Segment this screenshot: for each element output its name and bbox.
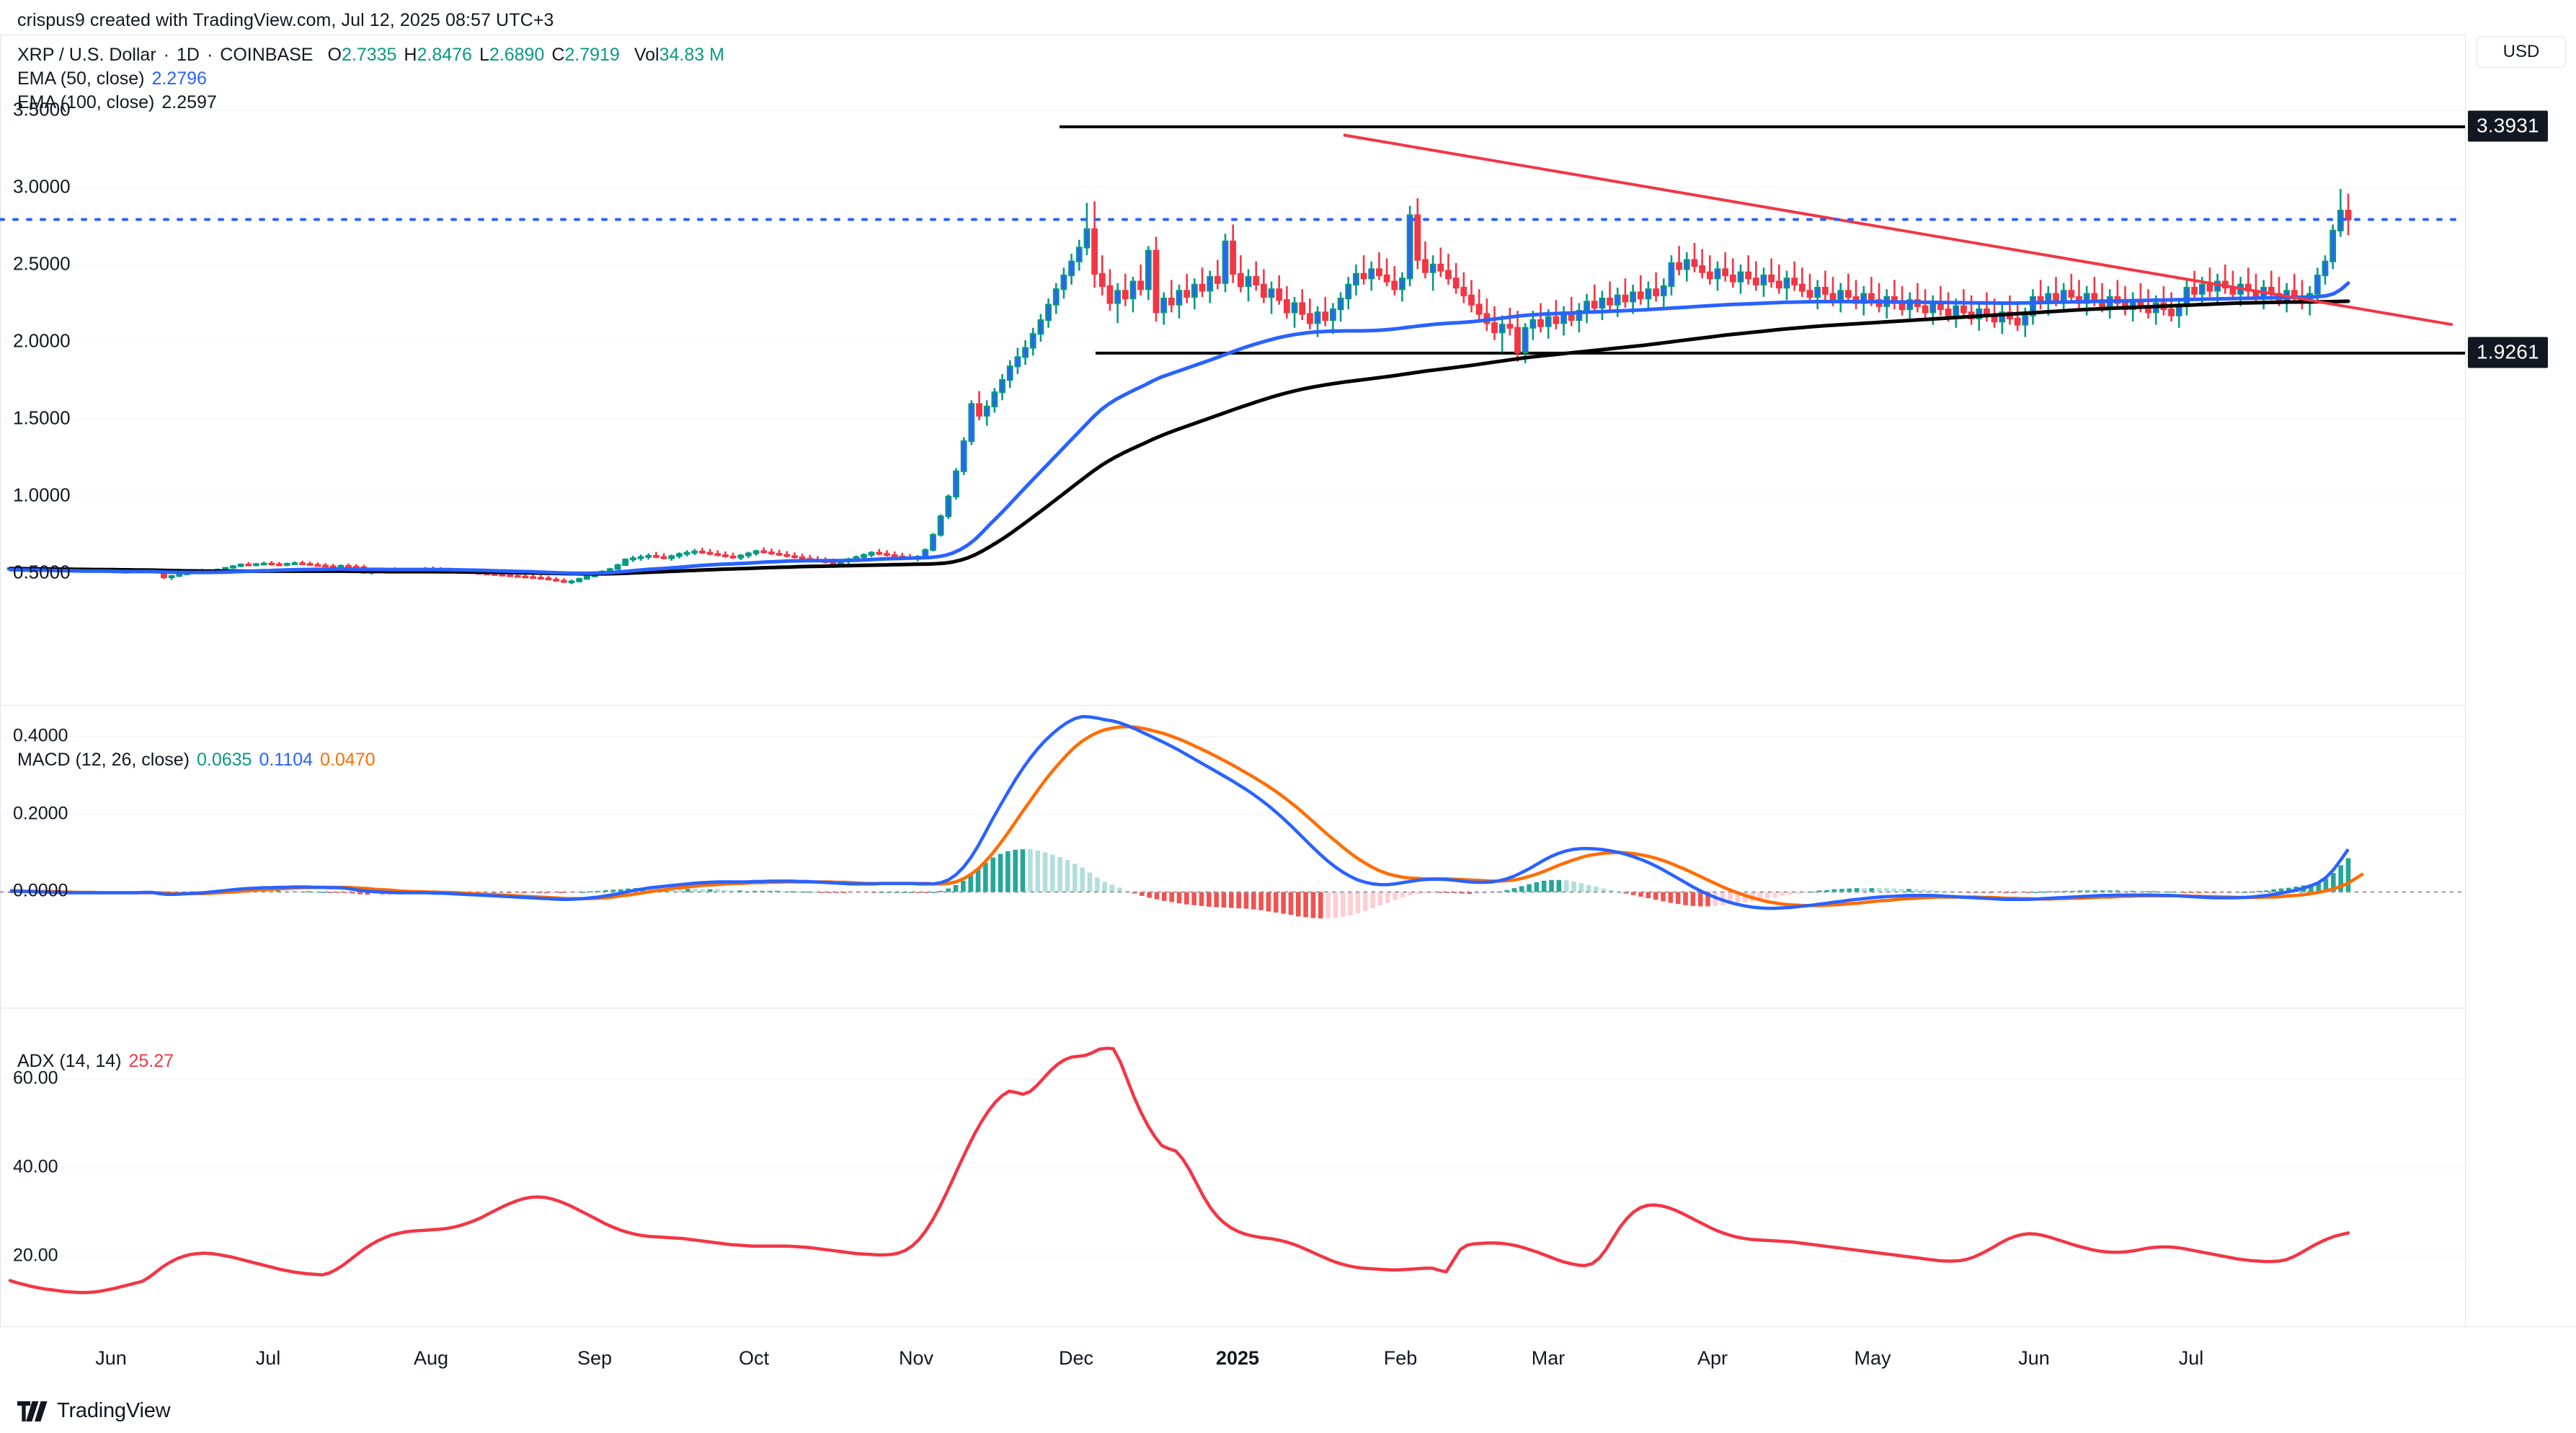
macd-svg xyxy=(0,714,2465,919)
macd-tick-0.2000: 0.2000 xyxy=(13,803,68,824)
ema50-legend-row[interactable]: EMA (50, close) 2.2796 xyxy=(17,67,724,91)
tradingview-logo-icon xyxy=(17,1401,48,1421)
adx-label: ADX (14, 14) xyxy=(17,1051,122,1071)
adx-tick-20.00: 20.00 xyxy=(13,1245,58,1266)
adx-tick-40.00: 40.00 xyxy=(13,1156,58,1177)
time-tick-Feb: Feb xyxy=(1383,1347,1418,1369)
ema100-label: EMA (100, close) xyxy=(17,92,155,112)
adx-panel xyxy=(0,1008,2576,1326)
macd-signal-value: 0.0470 xyxy=(320,750,376,770)
macd-line-value: 0.1104 xyxy=(259,750,314,770)
legend-sep-1: · xyxy=(163,45,169,65)
time-tick-Jun: Jun xyxy=(2018,1347,2050,1369)
close-value: 2.7919 xyxy=(564,45,620,65)
macd-plot-area[interactable] xyxy=(0,706,2576,1008)
open-value: 2.7335 xyxy=(341,45,397,65)
high-value: 2.8476 xyxy=(417,45,472,65)
time-tick-Apr: Apr xyxy=(1697,1347,1728,1369)
attribution-text: crispus9 created with TradingView.com, J… xyxy=(17,10,554,30)
price-tick-1.5000: 1.5000 xyxy=(13,407,71,429)
exchange: COINBASE xyxy=(220,45,314,65)
interval: 1D xyxy=(176,45,200,65)
panel-left-rule xyxy=(0,35,1,705)
time-tick-Mar: Mar xyxy=(1531,1347,1565,1369)
price-tick-2.0000: 2.0000 xyxy=(13,329,71,352)
price-tick-3.5000: 3.5000 xyxy=(13,98,71,120)
volume-label: Vol xyxy=(634,45,659,65)
tradingview-logo[interactable]: TradingView xyxy=(17,1399,171,1423)
ema100-legend-row[interactable]: EMA (100, close) 2.2597 xyxy=(17,91,724,115)
time-tick-Sep: Sep xyxy=(577,1347,613,1369)
low-value: 2.6890 xyxy=(489,45,545,65)
time-tick-2025: 2025 xyxy=(1215,1347,1260,1369)
time-tick-Jul: Jul xyxy=(2178,1347,2204,1369)
time-axis[interactable]: Jun Jul Aug Sep Oct Nov Dec 2025 Feb Mar Apr May Jun… xyxy=(0,1326,2465,1398)
adx-value: 25.27 xyxy=(128,1051,174,1071)
price-plot-area[interactable] xyxy=(0,35,2576,705)
symbol-name: XRP / U.S. Dollar xyxy=(17,45,156,65)
time-tick-Jul: Jul xyxy=(255,1347,281,1369)
tradingview-wordmark: TradingView xyxy=(57,1399,171,1422)
ema50-value: 2.2796 xyxy=(151,68,207,89)
macd-panel xyxy=(0,705,2576,1008)
adx-svg xyxy=(0,1047,2465,1295)
time-tick-Aug: Aug xyxy=(413,1347,449,1369)
macd-label: MACD (12, 26, close) xyxy=(17,750,190,770)
close-label: C xyxy=(551,45,565,65)
price-panel xyxy=(0,35,2576,705)
macd-hist-value: 0.0635 xyxy=(196,750,252,770)
panel-left-rule xyxy=(0,706,1,1008)
time-tick-Oct: Oct xyxy=(738,1347,770,1369)
macd-tick-0.0000: 0.0000 xyxy=(13,880,68,901)
price-candles-svg xyxy=(0,110,2465,585)
adx-legend[interactable]: ADX (14, 14) 25.27 xyxy=(17,1050,174,1073)
high-label: H xyxy=(404,45,417,65)
ema100-value: 2.2597 xyxy=(161,92,217,112)
adx-tick-60.00: 60.00 xyxy=(13,1068,58,1088)
volume-value: 34.83 M xyxy=(659,45,724,65)
price-axis[interactable] xyxy=(2465,35,2576,705)
time-axis-corner xyxy=(2465,1326,2576,1327)
adx-plot-area[interactable] xyxy=(0,1008,2576,1326)
ema50-label: EMA (50, close) xyxy=(17,68,145,89)
symbol-legend-row[interactable]: XRP / U.S. Dollar · 1D · COINBASE O2.7335 H2.8… xyxy=(17,43,724,67)
price-legend: XRP / U.S. Dollar · 1D · COINBASE O2.7335 H2.8… xyxy=(17,43,724,115)
adx-axis[interactable] xyxy=(2465,1008,2576,1326)
legend-sep-2: · xyxy=(206,45,213,65)
macd-axis[interactable] xyxy=(2465,705,2576,1008)
time-tick-Dec: Dec xyxy=(1058,1347,1094,1369)
time-tick-Nov: Nov xyxy=(898,1347,934,1369)
price-tick-3.0000: 3.0000 xyxy=(13,175,71,198)
price-tag-1.9261[interactable]: 1.9261 xyxy=(2468,337,2548,368)
price-tick-2.5000: 2.5000 xyxy=(13,252,71,275)
low-label: L xyxy=(479,45,489,65)
price-tag-3.3931[interactable]: 3.3931 xyxy=(2468,110,2548,142)
macd-legend[interactable]: MACD (12, 26, close) 0.0635 0.1104 0.0470 xyxy=(17,748,376,772)
macd-tick-0.4000: 0.4000 xyxy=(13,725,68,746)
price-tick-0.5000: 0.5000 xyxy=(13,561,71,583)
open-label: O xyxy=(327,45,342,65)
time-tick-Jun: Jun xyxy=(95,1347,127,1369)
price-tick-1.0000: 1.0000 xyxy=(13,484,71,506)
currency-badge[interactable]: USD xyxy=(2477,36,2566,68)
time-tick-May: May xyxy=(1854,1347,1891,1369)
